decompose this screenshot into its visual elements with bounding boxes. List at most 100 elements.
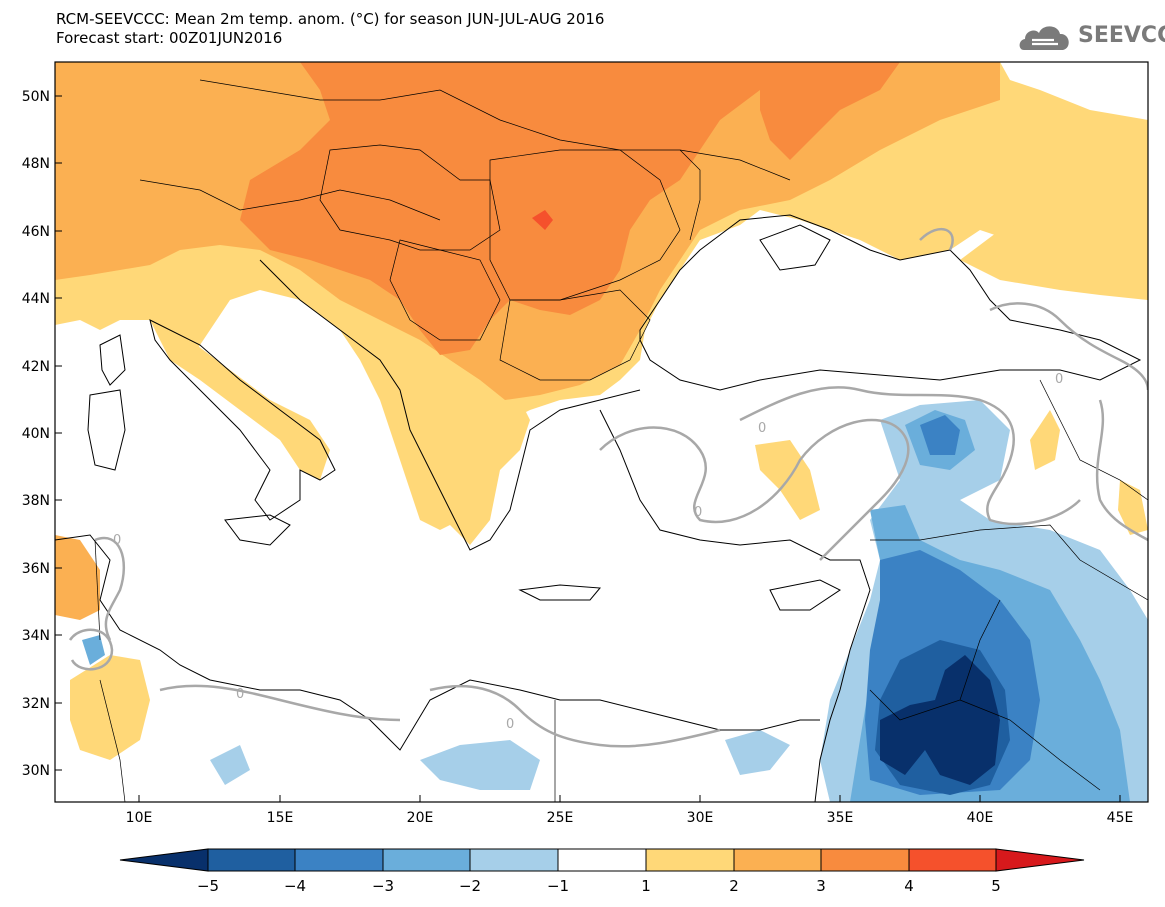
- zero-contour-tunisia: [68, 628, 114, 671]
- contour-label-egypt: 0: [506, 717, 514, 732]
- lat-axis: 50N 48N 46N 44N 42N 40N 38N 36N 34N 32N …: [22, 89, 62, 779]
- plot-frame: [54, 61, 1149, 803]
- zero-contour-anatolia-north: [739, 386, 1081, 526]
- anomaly-region-east-turkey: [1030, 410, 1060, 470]
- north-africa-coast: [55, 534, 820, 751]
- colorbar-minus5-minus4: [207, 848, 296, 872]
- anomaly-region-minus1-minus2-egypt: [725, 730, 790, 775]
- colorbar-label-5: 5: [991, 877, 1001, 895]
- colorbar-1-2: [645, 848, 735, 872]
- lat-tick-48n: 48N: [22, 156, 50, 172]
- zero-contour-caucasus-south: [1095, 399, 1148, 542]
- lat-tick-46n: 46N: [22, 224, 50, 240]
- zero-contour-blacksea-east: [919, 228, 954, 251]
- anomaly-neutral-ukraine: [1000, 62, 1148, 120]
- anomaly-region-italy: [150, 320, 330, 480]
- border-turkey-east: [1039, 379, 1148, 501]
- contour-label-caucasus: 0: [1055, 372, 1063, 387]
- black-sea-coast: [639, 214, 1142, 391]
- anomaly-region-4-5: [532, 210, 553, 230]
- colorbar-minus2-minus1: [469, 848, 559, 872]
- lon-axis: 10E 15E 20E 25E 30E 35E 40E 45E: [126, 795, 1134, 826]
- zero-contours: [68, 228, 1148, 748]
- border-syria: [870, 524, 1148, 601]
- border-serbia: [389, 239, 501, 341]
- border-romania: [489, 149, 681, 301]
- title-line-2: Forecast start: 00Z01JUN2016: [56, 29, 283, 47]
- lat-tick-44n: 44N: [22, 291, 50, 307]
- border-central-europe: [199, 79, 791, 181]
- colorbar-label-minus3: −3: [372, 877, 394, 895]
- colorbar-label-minus4: −4: [284, 877, 306, 895]
- colorbar-minus1-1: [557, 848, 647, 872]
- lon-tick-25e: 25E: [547, 810, 574, 826]
- logo-text: SEEVCCC: [1078, 23, 1165, 48]
- colorbar: [119, 848, 1085, 872]
- lon-tick-40e: 40E: [967, 810, 994, 826]
- colorbar-labels: −5 −4 −3 −2 −1 1 2 3 4 5: [197, 877, 1001, 895]
- sardinia: [87, 389, 126, 471]
- anomaly-region-3-4-east: [760, 62, 900, 160]
- border-ukraine: [679, 149, 701, 241]
- lat-tick-32n: 32N: [22, 696, 50, 712]
- lat-tick-50n: 50N: [22, 89, 50, 105]
- colorbar-label-4: 4: [904, 877, 914, 895]
- corsica: [99, 334, 126, 386]
- colorbar-gt-5: [995, 848, 1085, 872]
- anomaly-region-libya-west: [70, 655, 150, 760]
- contour-labels: 0 0 0 0 0 0: [113, 372, 1063, 732]
- colorbar-label-minus2: −2: [459, 877, 481, 895]
- lat-tick-34n: 34N: [22, 628, 50, 644]
- zero-contour-turkey: [599, 418, 910, 561]
- italy-coast: [149, 319, 336, 521]
- contour-label-algeria: 0: [113, 533, 121, 548]
- seevccc-logo: SEEVCCC: [1018, 20, 1165, 56]
- lat-tick-38n: 38N: [22, 493, 50, 509]
- contour-label-libya: 0: [236, 687, 244, 702]
- colorbar-3-4: [820, 848, 910, 872]
- anomaly-region-3-4: [240, 62, 760, 355]
- colorbar-minus4-minus3: [294, 848, 384, 872]
- country-borders: [94, 79, 1148, 802]
- cyprus: [769, 579, 841, 611]
- crete: [518, 584, 602, 601]
- anomaly-region-minus1-minus2-libya: [420, 740, 540, 790]
- anomaly-region-minus1-minus2-libya-w: [210, 745, 250, 785]
- zero-contour-caucasus: [989, 302, 1148, 391]
- anomaly-region-caucasus-south: [1118, 480, 1148, 535]
- anomaly-region-minus3-minus4-n: [920, 415, 960, 455]
- lat-tick-40n: 40N: [22, 426, 50, 442]
- colorbar-2-3: [733, 848, 822, 872]
- title-line-1: RCM-SEEVCCC: Mean 2m temp. anom. (°C) fo…: [56, 10, 605, 28]
- lon-tick-30e: 30E: [687, 810, 714, 826]
- cloud-icon: [1019, 26, 1069, 50]
- turkey-south-coast: [599, 409, 871, 591]
- zero-contour-libya: [159, 684, 401, 722]
- anomaly-region-tunisia-blue: [82, 635, 105, 665]
- border-tunisia-libya: [99, 679, 126, 802]
- lat-tick-36n: 36N: [22, 561, 50, 577]
- border-libya-algeria: [94, 539, 101, 641]
- anomaly-region-tunisia: [55, 535, 100, 620]
- coastlines: [55, 214, 1142, 802]
- lat-tick-42n: 42N: [22, 359, 50, 375]
- border-jordan-saudi: [959, 699, 1101, 791]
- colorbar-label-1: 1: [641, 877, 651, 895]
- sicily: [224, 514, 291, 546]
- anomaly-region-below-minus5: [880, 655, 1000, 785]
- lon-tick-20e: 20E: [407, 810, 434, 826]
- colorbar-label-minus5: −5: [197, 877, 219, 895]
- border-bulgaria: [499, 289, 651, 381]
- colorbar-label-2: 2: [729, 877, 739, 895]
- map-title: RCM-SEEVCCC: Mean 2m temp. anom. (°C) fo…: [56, 10, 604, 48]
- levant-coast: [814, 589, 871, 802]
- crimea: [759, 224, 831, 271]
- lat-tick-30n: 30N: [22, 763, 50, 779]
- anomaly-fields: [55, 62, 1148, 802]
- colorbar-4-5: [908, 848, 997, 872]
- colorbar-label-3: 3: [816, 877, 826, 895]
- lon-tick-35e: 35E: [827, 810, 854, 826]
- border-alps: [139, 179, 441, 221]
- lon-tick-45e: 45E: [1107, 810, 1134, 826]
